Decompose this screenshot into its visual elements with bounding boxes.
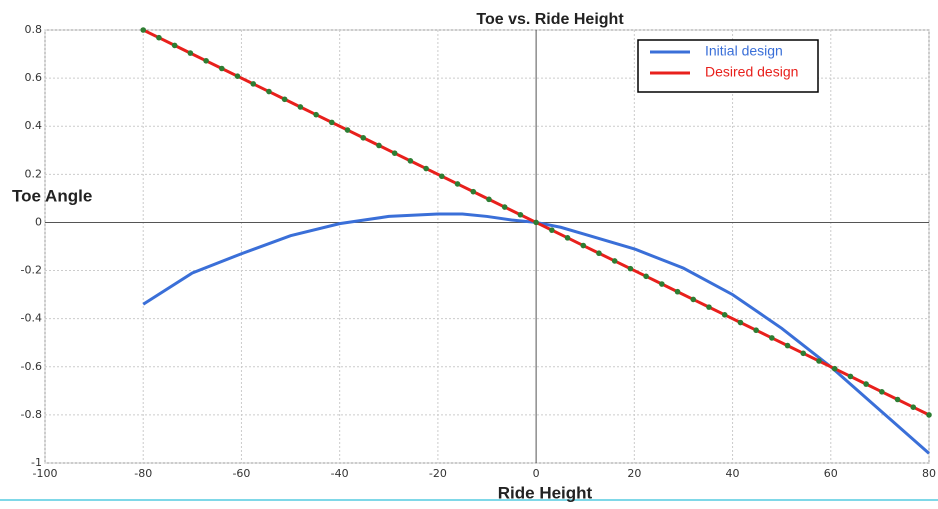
x-tick-label: -20: [429, 467, 447, 480]
y-tick-label: -0.2: [21, 264, 42, 277]
x-tick-label: 0: [533, 467, 540, 480]
y-tick-label: -0.4: [21, 312, 42, 325]
data-point: [391, 150, 398, 156]
data-point: [706, 304, 712, 310]
data-point: [894, 396, 901, 403]
data-point: [250, 81, 257, 87]
data-point: [360, 134, 367, 141]
data-point: [611, 258, 618, 264]
x-tick-label: -100: [33, 467, 58, 480]
data-point: [721, 312, 728, 318]
legend-box: [637, 39, 819, 93]
data-point: [281, 96, 288, 103]
x-axis-label: Ride Height: [498, 483, 593, 502]
plot-area: [44, 29, 930, 464]
data-point: [376, 142, 382, 149]
y-tick-label: -0.6: [21, 360, 42, 373]
data-point: [439, 173, 445, 180]
y-tick-label: 0.2: [25, 167, 43, 180]
data-point: [847, 373, 854, 380]
data-point: [156, 34, 162, 41]
data-point: [517, 211, 524, 218]
data-point: [737, 319, 744, 326]
data-point: [564, 235, 571, 241]
data-point: [454, 181, 461, 187]
y-tick-label: 0.8: [25, 23, 43, 36]
data-point: [140, 27, 147, 33]
data-point: [219, 65, 225, 72]
data-point: [800, 350, 807, 357]
data-point: [784, 342, 791, 349]
data-point: [470, 188, 477, 195]
data-point: [344, 127, 351, 133]
x-tick-label: -80: [134, 467, 152, 480]
data-point: [234, 73, 241, 79]
data-point: [486, 196, 492, 203]
data-point: [423, 165, 429, 172]
x-tick-label: 20: [627, 467, 641, 480]
data-point: [533, 219, 539, 226]
data-point: [816, 358, 822, 364]
data-point: [643, 273, 649, 280]
data-point: [407, 158, 414, 164]
data-point: [627, 265, 634, 272]
y-tick-label: -1: [31, 456, 42, 469]
legend-label: Desired design: [705, 64, 798, 80]
data-point: [329, 119, 335, 126]
y-axis-label: Toe Angle: [12, 186, 92, 205]
data-point: [313, 111, 319, 118]
y-tick-label: 0.4: [25, 119, 43, 132]
data-point: [187, 50, 194, 56]
data-point: [769, 335, 775, 341]
data-point: [297, 104, 304, 110]
data-point: [863, 381, 869, 387]
data-point: [831, 365, 838, 372]
data-point: [171, 42, 178, 49]
data-point: [926, 412, 932, 418]
y-tick-label: 0.6: [25, 71, 43, 84]
data-point: [501, 204, 508, 210]
x-tick-label: -40: [331, 467, 349, 480]
chart-title: Toe vs. Ride Height: [476, 11, 624, 28]
data-point: [753, 327, 759, 334]
x-tick-label: 40: [726, 467, 740, 480]
data-point: [580, 242, 587, 249]
x-tick-label: 80: [922, 467, 936, 480]
series-line: [142, 212, 930, 455]
data-point: [596, 250, 602, 257]
data-point: [674, 288, 681, 295]
data-point: [879, 388, 885, 395]
legend-label: Initial design: [705, 43, 783, 59]
y-tick-label: -0.8: [21, 408, 42, 421]
data-point: [690, 296, 697, 303]
data-point: [266, 88, 272, 95]
data-point: [659, 281, 665, 287]
y-tick-label: 0: [35, 215, 42, 228]
x-tick-label: -60: [232, 467, 250, 480]
data-point: [203, 57, 209, 64]
data-point: [549, 227, 555, 233]
data-point: [910, 404, 917, 410]
x-tick-label: 60: [824, 467, 838, 480]
